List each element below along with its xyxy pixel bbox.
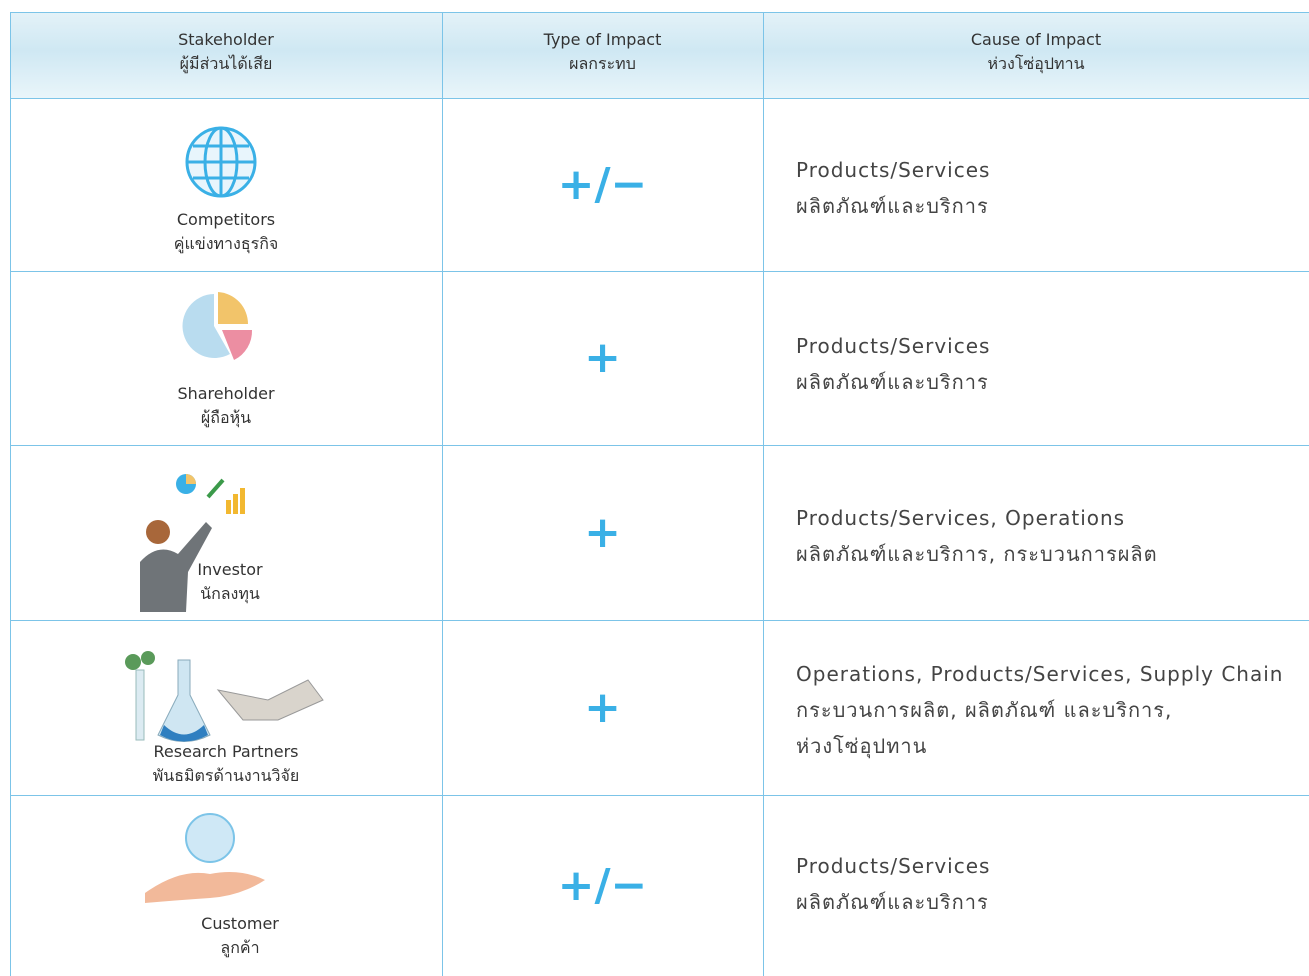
cause-line: Products/Services <box>796 158 991 182</box>
header-th: ผลกระทบ <box>569 54 636 73</box>
header-en: Type of Impact <box>543 30 662 49</box>
stakeholder-line: คู่แข่งทางธุรกิจ <box>173 234 279 253</box>
rule <box>10 12 1309 13</box>
header-th: ผู้มีส่วนได้เสีย <box>179 54 273 73</box>
cause-line: Products/Services <box>796 334 991 358</box>
rule <box>442 12 443 976</box>
rule <box>10 12 11 976</box>
stakeholder-line: Customer <box>201 914 279 933</box>
stakeholder-line: พันธมิตรด้านงานวิจัย <box>152 766 300 785</box>
header-en: Cause of Impact <box>970 30 1102 49</box>
impact-symbol: + <box>584 682 621 733</box>
stakeholder-label: Customer ลูกค้า <box>110 912 370 960</box>
stakeholder-line: Investor <box>197 560 263 579</box>
pie-icon <box>182 292 253 360</box>
cause-line: Products/Services <box>796 854 991 878</box>
impact-symbol: + <box>584 332 621 383</box>
rule <box>10 98 1309 99</box>
stakeholder-line: ผู้ถือหุ้น <box>200 408 252 427</box>
stakeholder-label: Research Partners พันธมิตรด้านงานวิจัย <box>10 740 442 788</box>
rule <box>763 12 764 976</box>
header-en: Stakeholder <box>178 30 274 49</box>
cause-text: Products/Services ผลิตภัณฑ์และบริการ <box>796 152 990 224</box>
cause-line: ผลิตภัณฑ์และบริการ <box>796 890 989 914</box>
header-th: ห่วงโซ่อุปทาน <box>987 54 1085 73</box>
rule <box>10 795 1309 796</box>
cause-text: Products/Services ผลิตภัณฑ์และบริการ <box>796 848 990 920</box>
impact-symbol: + <box>584 507 621 558</box>
research-icon <box>125 651 324 742</box>
stakeholder-label: Investor นักลงทุน <box>150 558 310 606</box>
cause-line: ห่วงโซ่อุปทาน <box>796 734 928 758</box>
rule <box>10 620 1309 621</box>
globe-icon <box>185 126 257 198</box>
cause-text: Products/Services ผลิตภัณฑ์และบริการ <box>796 328 990 400</box>
stakeholder-label: Competitors คู่แข่งทางธุรกิจ <box>10 208 442 256</box>
header-cell: Stakeholder ผู้มีส่วนได้เสีย <box>10 28 442 76</box>
cause-line: กระบวนการผลิต, ผลิตภัณฑ์ และบริการ, <box>796 698 1173 722</box>
cause-text: Products/Services, Operations ผลิตภัณฑ์แล… <box>796 500 1158 572</box>
investor-icon <box>140 474 245 612</box>
cause-line: Operations, Products/Services, Supply Ch… <box>796 662 1284 686</box>
rule <box>10 445 1309 446</box>
stakeholder-label: Shareholder ผู้ถือหุ้น <box>10 382 442 430</box>
header-cell: Type of Impact ผลกระทบ <box>442 28 763 76</box>
header-cell: Cause of Impact ห่วงโซ่อุปทาน <box>763 28 1309 76</box>
customer-icon <box>145 813 265 903</box>
stakeholder-line: ลูกค้า <box>220 938 260 957</box>
cause-line: ผลิตภัณฑ์และบริการ <box>796 370 989 394</box>
header-band <box>10 12 1309 98</box>
stakeholder-line: Shareholder <box>177 384 275 403</box>
cause-line: ผลิตภัณฑ์และบริการ, กระบวนการผลิต <box>796 542 1158 566</box>
cause-line: Products/Services, Operations <box>796 506 1126 530</box>
cause-line: ผลิตภัณฑ์และบริการ <box>796 194 989 218</box>
stakeholder-line: Competitors <box>176 210 276 229</box>
rule <box>10 271 1309 272</box>
stakeholder-line: Research Partners <box>153 742 299 761</box>
impact-symbol: +/− <box>557 159 648 210</box>
impact-symbol: +/− <box>557 860 648 911</box>
stakeholder-line: นักลงทุน <box>200 584 260 603</box>
cause-text: Operations, Products/Services, Supply Ch… <box>796 656 1283 764</box>
